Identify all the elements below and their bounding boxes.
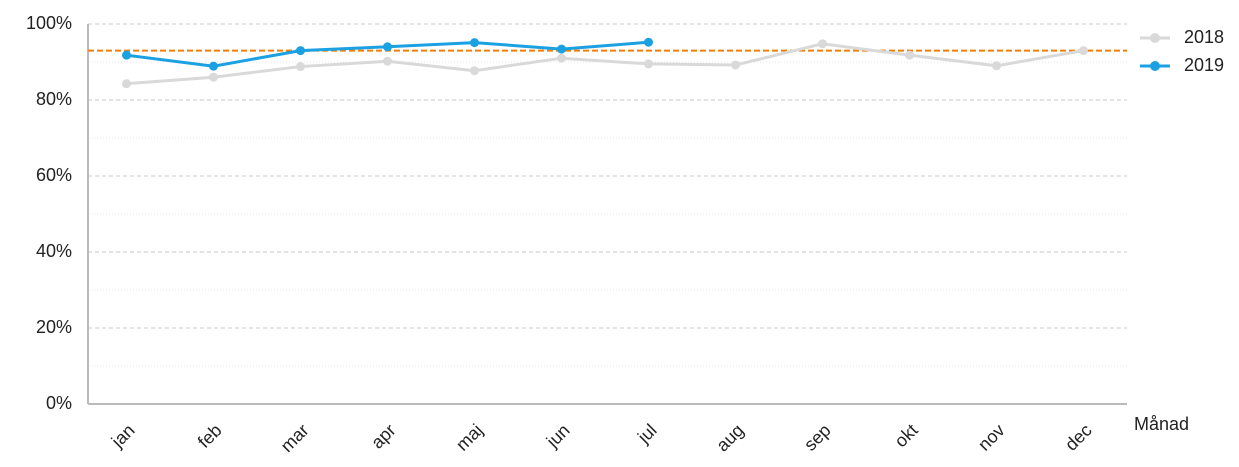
x-tick-label: okt	[891, 420, 922, 451]
data-point	[209, 72, 218, 82]
y-tick-label: 40%	[36, 241, 72, 261]
series-line	[126, 42, 1084, 86]
y-tick-label: 100%	[26, 13, 72, 33]
x-tick-label: maj	[452, 420, 487, 455]
data-point	[296, 46, 305, 56]
data-point	[296, 62, 305, 72]
data-point	[905, 50, 914, 60]
x-tick-label: jul	[633, 420, 661, 448]
data-point	[557, 44, 566, 54]
y-tick-label: 0%	[46, 393, 72, 413]
y-tick-label: 80%	[36, 89, 72, 109]
data-point	[1079, 46, 1088, 56]
data-point	[209, 61, 218, 71]
x-tick-label: dec	[1061, 420, 1096, 455]
data-point	[470, 38, 479, 48]
x-tick-label: feb	[194, 420, 226, 452]
legend-label: 2019	[1184, 55, 1224, 75]
data-point	[122, 50, 131, 60]
x-axis-label: Månad	[1134, 414, 1189, 434]
data-point	[383, 56, 392, 66]
data-point	[644, 59, 653, 69]
data-point	[818, 39, 827, 49]
x-tick-label: apr	[367, 420, 400, 453]
data-point	[644, 37, 653, 47]
data-point	[122, 79, 131, 89]
y-tick-label: 60%	[36, 165, 72, 185]
x-tick-label: nov	[974, 420, 1009, 455]
x-tick-label: sep	[800, 420, 835, 455]
x-tick-label: jun	[542, 420, 574, 452]
legend-marker	[1150, 61, 1160, 71]
data-point	[557, 53, 566, 63]
y-tick-label: 20%	[36, 317, 72, 337]
legend-label: 2018	[1184, 27, 1224, 47]
data-point	[992, 61, 1001, 71]
x-tick-label: aug	[712, 420, 747, 455]
data-point	[470, 66, 479, 76]
data-point	[383, 42, 392, 52]
x-tick-label: jan	[107, 420, 139, 452]
x-tick-label: mar	[277, 420, 313, 456]
legend-marker	[1150, 33, 1160, 43]
data-point	[731, 60, 740, 70]
